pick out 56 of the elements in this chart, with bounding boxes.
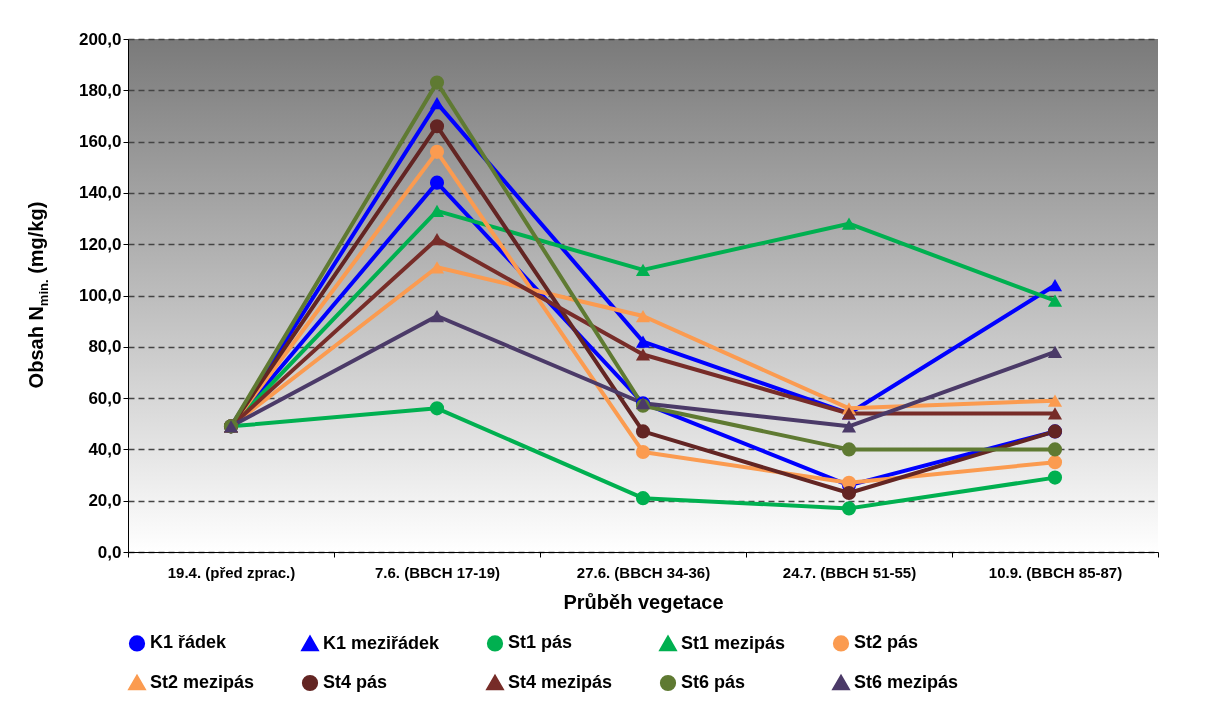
x-tick-label: 19.4. (před zprac.) bbox=[167, 563, 296, 581]
point bbox=[1047, 279, 1063, 292]
point bbox=[429, 401, 445, 416]
point bbox=[429, 175, 445, 190]
point bbox=[841, 420, 857, 433]
point bbox=[429, 119, 445, 134]
point bbox=[429, 204, 445, 217]
point bbox=[635, 309, 651, 323]
point bbox=[841, 217, 857, 230]
y-tick-label: 200,0 bbox=[78, 29, 122, 49]
legend-label: K1 řádek bbox=[150, 632, 228, 653]
point bbox=[429, 144, 445, 159]
y-tick-label: 140,0 bbox=[78, 183, 122, 203]
point bbox=[1047, 455, 1063, 470]
point bbox=[635, 491, 651, 506]
y-tick-label: 60,0 bbox=[88, 388, 122, 408]
point bbox=[635, 335, 651, 348]
legend-label: St4 mezipás bbox=[508, 672, 613, 692]
point bbox=[841, 485, 857, 501]
legend-label: St1 mezipás bbox=[681, 632, 786, 653]
point bbox=[1047, 470, 1063, 485]
point bbox=[1047, 394, 1063, 407]
point bbox=[429, 97, 445, 110]
point bbox=[841, 501, 857, 516]
legend-label: St6 mezipás bbox=[854, 672, 959, 692]
legend-label: St2 pás bbox=[854, 632, 919, 653]
point bbox=[1047, 345, 1063, 359]
point bbox=[1047, 407, 1063, 420]
point bbox=[429, 261, 445, 274]
y-tick-label: 80,0 bbox=[88, 337, 122, 357]
x-axis-title: Průběh vegetace bbox=[563, 590, 724, 613]
y-tick-label: 20,0 bbox=[88, 491, 122, 511]
x-tick-label: 10.9. (BBCH 85-87) bbox=[988, 563, 1123, 581]
y-tick-label: 100,0 bbox=[78, 286, 122, 305]
y-tick-label: 180,0 bbox=[78, 80, 122, 100]
y-tick-label: 160,0 bbox=[78, 132, 122, 152]
point bbox=[635, 348, 651, 361]
x-tick-label: 27.6. (BBCH 34-36) bbox=[576, 563, 711, 581]
legend-label: K1 meziřádek bbox=[323, 632, 441, 653]
y-tick-label: 40,0 bbox=[88, 439, 122, 459]
legend-label: St4 pás bbox=[323, 672, 388, 692]
legend-label: St6 pás bbox=[681, 672, 746, 692]
point bbox=[429, 309, 445, 323]
point bbox=[635, 444, 651, 460]
y-tick-label: 0,0 bbox=[97, 542, 122, 562]
point bbox=[1047, 294, 1063, 307]
point bbox=[841, 442, 857, 457]
x-tick-label: 24.7. (BBCH 51-55) bbox=[782, 563, 917, 581]
legend-label: St1 pás bbox=[508, 632, 573, 653]
legend-label: St2 mezipás bbox=[150, 672, 255, 692]
point bbox=[635, 424, 651, 439]
x-tick-label: 7.6. (BBCH 17-19) bbox=[374, 563, 501, 581]
point bbox=[429, 75, 445, 90]
y-tick-label: 120,0 bbox=[78, 234, 122, 254]
point bbox=[1047, 442, 1063, 457]
point bbox=[635, 263, 651, 276]
